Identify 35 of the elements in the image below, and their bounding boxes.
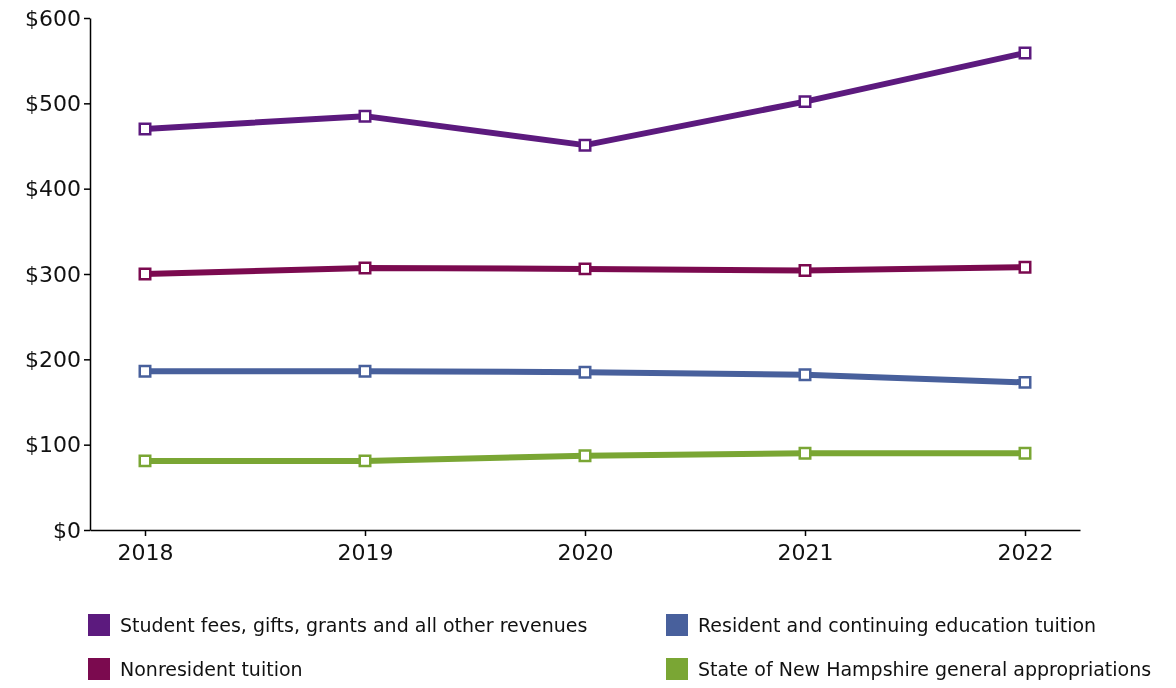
point	[798, 368, 812, 382]
x-tick-label: 2022	[997, 539, 1054, 565]
point	[358, 261, 372, 275]
y-tick-label: $200	[25, 346, 81, 372]
point	[1018, 446, 1032, 460]
point	[798, 95, 812, 109]
point	[578, 138, 592, 152]
point	[138, 364, 152, 378]
point	[358, 454, 372, 468]
y-tick-label: $600	[25, 5, 81, 31]
point	[1018, 375, 1032, 389]
point	[1018, 260, 1032, 274]
legend-label: Nonresident tuition	[120, 658, 303, 680]
point	[138, 122, 152, 136]
y-tick-label: $400	[25, 176, 81, 202]
y-tick-label: $500	[25, 90, 81, 116]
legend-label: Resident and continuing education tuition	[698, 614, 1097, 636]
x-tick-label: 2020	[557, 539, 614, 565]
point	[798, 264, 812, 278]
point	[1018, 46, 1032, 60]
x-tick-label: 2019	[337, 539, 394, 565]
y-tick-label: $300	[25, 261, 81, 287]
legend-label: State of New Hampshire general appropriations	[698, 658, 1152, 680]
point	[798, 446, 812, 460]
y-tick-label: $100	[25, 432, 81, 458]
point	[358, 109, 372, 123]
y-tick-label: $0	[53, 517, 81, 543]
x-tick-label: 2018	[117, 539, 174, 565]
point	[578, 449, 592, 463]
legend-label: Student fees, gifts, grants and all other revenues	[120, 614, 588, 636]
point	[578, 365, 592, 379]
point	[138, 454, 152, 468]
point	[578, 262, 592, 276]
point	[358, 364, 372, 378]
x-tick-label: 2021	[777, 539, 834, 565]
